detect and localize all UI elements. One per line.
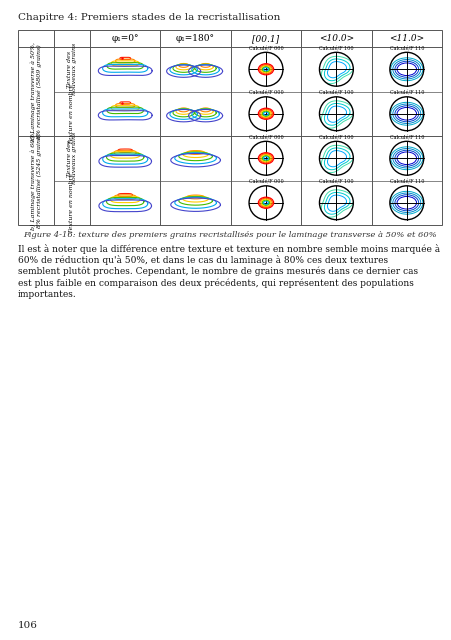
Text: Il est à noter que la différence entre texture et texture en nombre semble moins: Il est à noter que la différence entre t…	[18, 244, 439, 254]
Text: Calculé/F 000: Calculé/F 000	[248, 135, 283, 140]
Text: Calculé/F 000: Calculé/F 000	[248, 180, 283, 185]
Text: [00.1]: [00.1]	[252, 34, 279, 43]
Text: Calculé/F 100: Calculé/F 100	[318, 180, 353, 185]
Text: b) Laminage transverse à 60%,
8% recristallisé (5245 grains): b) Laminage transverse à 60%, 8% recrist…	[30, 131, 42, 230]
Text: Calculé/F 000: Calculé/F 000	[248, 91, 283, 96]
Text: Calculé/F 110: Calculé/F 110	[389, 46, 423, 51]
Text: Texture en nombre: Texture en nombre	[69, 173, 74, 233]
Text: importantes.: importantes.	[18, 290, 77, 299]
Text: 60% de réduction qu'à 50%, et dans le cas du laminage à 80% ces deux textures: 60% de réduction qu'à 50%, et dans le ca…	[18, 255, 387, 266]
Text: Calculé/F 000: Calculé/F 000	[248, 46, 283, 51]
Text: Calculé/F 100: Calculé/F 100	[318, 46, 353, 51]
Text: 106: 106	[18, 621, 38, 630]
Text: φ₁=0°: φ₁=0°	[111, 34, 138, 43]
Text: Calculé/F 110: Calculé/F 110	[389, 135, 423, 140]
Text: semblent plutôt proches. Cependant, le nombre de grains mesurés dans ce dernier : semblent plutôt proches. Cependant, le n…	[18, 267, 417, 276]
Text: Calculé/F 110: Calculé/F 110	[389, 91, 423, 96]
Text: <10.0>: <10.0>	[318, 34, 353, 43]
Text: Calculé/F 110: Calculé/F 110	[389, 180, 423, 185]
Text: est plus faible en comparaison des deux précédents, qui représentent des populat: est plus faible en comparaison des deux …	[18, 278, 413, 288]
Text: φ₁=180°: φ₁=180°	[176, 34, 215, 43]
Text: Texture en nombre: Texture en nombre	[69, 84, 74, 144]
Text: Figure 4-16: texture des premiers grains recristallisés pour le laminage transve: Figure 4-16: texture des premiers grains…	[23, 231, 436, 239]
Text: Texture des
nouveaux grains: Texture des nouveaux grains	[66, 43, 77, 95]
Bar	[18, 30, 441, 225]
Text: Chapitre 4: Premiers stades de la recristallisation: Chapitre 4: Premiers stades de la recris…	[18, 13, 280, 22]
Text: <11.0>: <11.0>	[388, 34, 423, 43]
Text: a) Laminage transverse à 50%,
8% recristallisé (5809 grains): a) Laminage transverse à 50%, 8% recrist…	[30, 42, 42, 141]
Text: Calculé/F 100: Calculé/F 100	[318, 91, 353, 96]
Text: Calculé/F 100: Calculé/F 100	[318, 135, 353, 140]
Text: Texture des
nouveaux grains: Texture des nouveaux grains	[66, 132, 77, 184]
